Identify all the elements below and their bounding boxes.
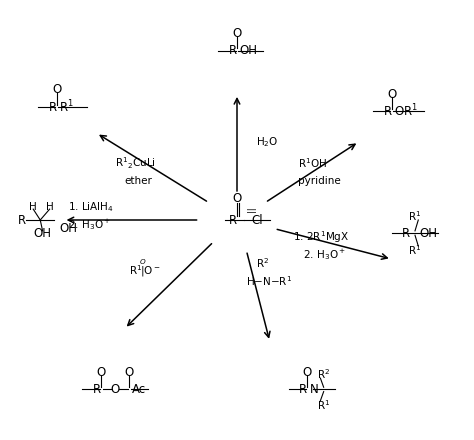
Text: ||: || (246, 206, 255, 212)
Text: O: O (232, 192, 242, 205)
Text: Cl: Cl (251, 213, 263, 227)
Text: H$-$N$-$R$^1$: H$-$N$-$R$^1$ (246, 274, 292, 288)
Text: R: R (229, 44, 237, 57)
Text: H: H (46, 202, 54, 212)
Text: R: R (383, 105, 392, 118)
Text: O: O (302, 366, 312, 378)
Text: 2. H$_3$O$^+$: 2. H$_3$O$^+$ (68, 217, 111, 232)
Text: O: O (52, 83, 61, 96)
Text: R$^1$OH: R$^1$OH (298, 157, 327, 170)
Text: R$^1$: R$^1$ (409, 209, 422, 223)
Text: O: O (97, 366, 106, 378)
Text: OH: OH (239, 44, 257, 57)
Text: O: O (232, 27, 242, 40)
Text: R$^1$$_2$CuLi: R$^1$$_2$CuLi (115, 156, 156, 171)
Text: R: R (299, 383, 307, 396)
Text: OH: OH (59, 222, 77, 235)
Text: R$^2$: R$^2$ (317, 367, 330, 381)
Text: N: N (310, 383, 319, 396)
Text: OH: OH (419, 227, 438, 239)
Text: R: R (18, 213, 26, 227)
Text: OH: OH (34, 227, 52, 239)
Text: 1. LiAlH$_4$: 1. LiAlH$_4$ (68, 200, 114, 214)
Text: R: R (229, 213, 237, 227)
Text: O: O (125, 366, 134, 378)
Text: H: H (29, 202, 37, 212)
Text: R: R (93, 383, 101, 396)
Text: R$^1$: R$^1$ (409, 243, 422, 257)
Text: H$_2$O: H$_2$O (256, 135, 278, 149)
Text: R$^1$$\!\overset{O}{|}\!$O$^-$: R$^1$$\!\overset{O}{|}\!$O$^-$ (129, 257, 161, 279)
Text: R$^2$: R$^2$ (256, 257, 269, 270)
Text: pyridine: pyridine (298, 176, 341, 186)
Text: R: R (48, 101, 57, 114)
Text: R$^1$: R$^1$ (59, 99, 74, 115)
Text: R: R (402, 227, 410, 239)
Text: 2. H$_3$O$^+$: 2. H$_3$O$^+$ (302, 247, 346, 262)
Text: R$^1$: R$^1$ (317, 398, 330, 411)
Text: Ac: Ac (132, 383, 146, 396)
Text: OR$^1$: OR$^1$ (394, 103, 418, 120)
Text: O: O (387, 88, 396, 100)
Text: 1. 2R$^1$MgX: 1. 2R$^1$MgX (293, 230, 349, 245)
Text: O: O (110, 383, 120, 396)
Text: ether: ether (125, 176, 153, 186)
